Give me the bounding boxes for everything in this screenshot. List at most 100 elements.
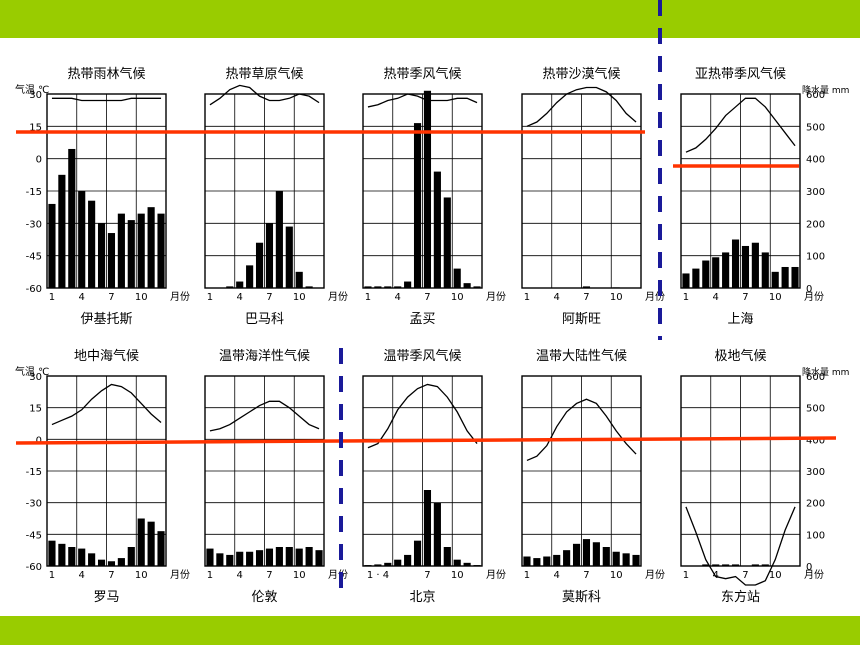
city-name: 伊基托斯 [80, 312, 132, 327]
precip-bar-1 [364, 286, 372, 288]
temperature-tick-label: -30 [26, 499, 42, 510]
precipitation-tick-label: 600 [806, 372, 825, 383]
top-banner [0, 0, 860, 38]
precipitation-tick-label: 100 [806, 252, 825, 263]
temperature-tick-label: 0 [36, 155, 42, 166]
x-tick-label: 1 [207, 292, 213, 303]
precip-bar-3 [384, 286, 392, 288]
precipitation-tick-label: 500 [806, 122, 825, 133]
temperature-tick-label: -45 [26, 252, 42, 263]
precip-bar-8 [751, 242, 759, 288]
precip-bar-6 [97, 223, 106, 288]
precip-bar-6 [731, 239, 740, 288]
precip-bar-9 [602, 547, 610, 566]
precip-bar-9 [761, 564, 769, 566]
precip-bar-11 [463, 562, 471, 566]
temperature-tick-label: 15 [29, 122, 42, 133]
x-tick-label: 7 [583, 292, 589, 303]
x-tick-label: 10 [451, 570, 464, 581]
precip-bar-12 [157, 213, 165, 288]
x-axis-unit: 月份 [328, 291, 348, 303]
precip-bar-11 [305, 547, 313, 566]
precip-bar-10 [295, 548, 303, 566]
precip-bar-7 [265, 548, 274, 566]
precip-bar-6 [97, 559, 106, 566]
precip-bar-11 [147, 207, 155, 288]
temperature-tick-label: -30 [26, 219, 42, 230]
precip-bar-1 [48, 203, 56, 288]
precip-bar-9 [285, 226, 293, 288]
precip-bar-1 [206, 548, 214, 566]
x-axis-unit: 月份 [804, 291, 824, 303]
precip-bar-8 [275, 547, 283, 566]
x-tick-label: 10 [293, 570, 306, 581]
precip-bar-10 [453, 559, 461, 566]
x-tick-label: 1 · 4 [367, 570, 389, 581]
precip-bar-8 [275, 191, 283, 288]
precipitation-tick-label: 200 [806, 219, 825, 230]
precip-bar-3 [226, 554, 234, 566]
precip-bar-6 [731, 564, 740, 566]
x-tick-label: 4 [79, 570, 85, 581]
chart-title: 亚热带季风气候 [695, 66, 786, 82]
precip-bar-9 [443, 197, 451, 288]
precip-bar-3 [68, 148, 76, 288]
x-tick-label: 1 [365, 292, 371, 303]
precip-bar-10 [137, 518, 145, 566]
temperature-line [685, 506, 796, 586]
x-tick-label: 4 [237, 570, 243, 581]
temperature-tick-label: -60 [26, 562, 42, 573]
x-axis-unit: 月份 [170, 291, 190, 303]
temperature-line [51, 383, 162, 426]
precip-bar-2 [58, 543, 66, 566]
temperature-line [685, 97, 796, 153]
precip-bar-1 [682, 273, 690, 288]
precip-bar-9 [761, 252, 769, 288]
precip-bar-7 [582, 539, 591, 566]
x-tick-label: 7 [266, 292, 272, 303]
precip-bar-5 [88, 553, 96, 566]
precip-bar-4 [78, 191, 86, 288]
x-tick-label: 1 [207, 570, 213, 581]
temperature-tick-label: -45 [26, 530, 42, 541]
precip-bar-6 [255, 550, 264, 566]
precipitation-tick-label: 100 [806, 530, 825, 541]
bottom-banner [0, 616, 860, 645]
x-axis-unit: 月份 [170, 569, 190, 581]
chart-title: 温带大陆性气候 [536, 348, 627, 364]
x-tick-label: 7 [424, 570, 430, 581]
precip-bar-5 [88, 200, 96, 288]
precipitation-tick-label: 0 [806, 284, 812, 295]
city-name: 上海 [727, 312, 753, 327]
precip-bar-4 [712, 564, 720, 566]
x-tick-label: 10 [769, 570, 782, 581]
x-tick-label: 7 [424, 292, 430, 303]
temperature-line [367, 383, 478, 449]
x-axis-unit: 月份 [486, 569, 506, 581]
precipitation-tick-label: 400 [806, 155, 825, 166]
precip-bar-10 [295, 271, 303, 288]
precip-bar-11 [305, 286, 313, 288]
precip-bar-7 [741, 245, 750, 288]
precip-bar-7 [107, 561, 116, 566]
x-tick-label: 10 [135, 292, 148, 303]
x-tick-label: 10 [293, 292, 306, 303]
precip-bar-4 [236, 551, 244, 566]
precip-bar-12 [315, 550, 323, 566]
precip-bar-5 [246, 551, 254, 566]
precip-bar-3 [68, 547, 76, 566]
precipitation-axis-title: 降水量 mm [802, 84, 849, 96]
city-name: 孟买 [409, 312, 435, 327]
precip-bar-12 [473, 565, 481, 566]
precip-bar-3 [543, 556, 551, 566]
temperature-tick-label: -15 [26, 187, 42, 198]
precip-bar-2 [58, 174, 66, 288]
precip-bar-4 [78, 548, 86, 566]
precip-bar-9 [127, 547, 135, 566]
temperature-tick-label: 15 [29, 404, 42, 415]
precip-bar-4 [394, 286, 402, 288]
precipitation-tick-label: 300 [806, 467, 825, 478]
